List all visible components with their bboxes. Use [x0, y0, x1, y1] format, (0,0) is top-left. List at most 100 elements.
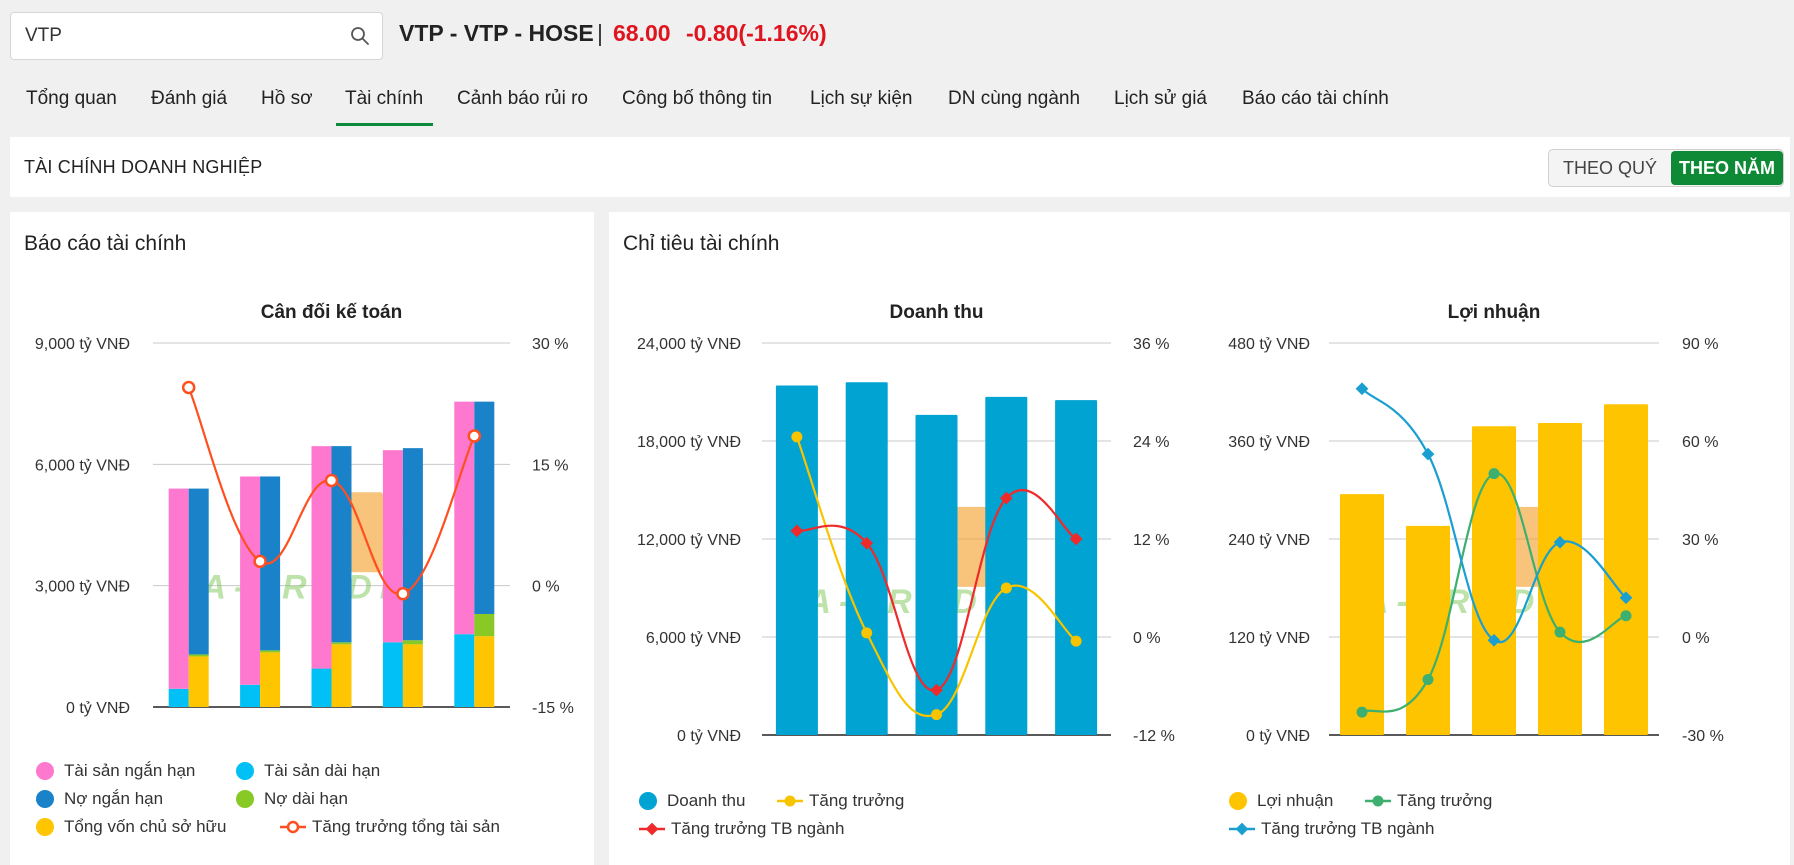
section-title: TÀI CHÍNH DOANH NGHIỆP [24, 157, 263, 177]
section-header: TÀI CHÍNH DOANH NGHIỆP THEO QUÝ THEO NĂM [10, 137, 1790, 197]
revenue-legend: Doanh thu Tăng trưởng Tăng trưởng TB ngành [639, 790, 1179, 850]
balance-sheet-chart: Cân đối kế toán 0 tỷ VNĐ -15 % 3,000 tỷ VNĐ… [35, 302, 574, 717]
toggle-quarter-button[interactable]: THEO QUÝ [1562, 158, 1657, 178]
line-point [1488, 468, 1500, 480]
bar [845, 382, 888, 735]
tab-tong-quan[interactable]: Tổng quan [26, 88, 117, 109]
tab-ho-so[interactable]: Hồ sơ [261, 88, 313, 109]
line-point [1554, 626, 1566, 638]
line-point [1422, 673, 1434, 685]
bar [402, 448, 423, 641]
bar [331, 644, 352, 707]
y-right-tick-label: 36 % [1133, 336, 1169, 353]
y-right-tick-label: -12 % [1133, 728, 1175, 745]
legend-label: Tài sản ngắn hạn [64, 761, 196, 780]
y-right-tick-label: -30 % [1682, 728, 1724, 745]
y-right-tick-label: -15 % [532, 700, 574, 717]
bar [775, 385, 818, 735]
line-point [324, 473, 339, 488]
active-tab-indicator [336, 123, 433, 126]
legend-line-icon [639, 822, 665, 836]
line-point [790, 524, 804, 538]
tab-tai-chinh[interactable]: Tài chính [345, 88, 424, 109]
panel-title-report: Báo cáo tài chính [24, 232, 187, 255]
line-point [791, 431, 803, 443]
bar [1406, 525, 1450, 735]
legend-label: Lợi nhuận [1257, 791, 1334, 810]
stock-price: 68.00 [613, 20, 671, 46]
watermark-logo: A-TRADE [806, 506, 1016, 621]
legend-line-icon [1365, 795, 1391, 807]
legend-dot-icon [36, 818, 54, 836]
top-bar: VTP - VTP - HOSE | 68.00 -0.80(-1.16%) [0, 0, 1794, 72]
legend-dot-icon [36, 790, 54, 808]
legend-line-icon [280, 820, 306, 834]
y-right-tick-label: 30 % [1682, 532, 1718, 549]
tab-dn-cung-nganh[interactable]: DN cùng ngành [948, 88, 1081, 109]
period-toggle: THEO QUÝ THEO NĂM [1548, 149, 1784, 187]
legend-label: Nợ ngắn hạn [64, 789, 164, 808]
tab-lich-su-kien[interactable]: Lịch sự kiện [810, 88, 913, 109]
line-point [1000, 582, 1012, 594]
search-icon[interactable] [350, 26, 370, 46]
y-left-tick-label: 24,000 tỷ VNĐ [637, 336, 741, 353]
legend-label: Doanh thu [667, 791, 746, 810]
chart-title: Lợi nhuận [1448, 302, 1541, 323]
bar [454, 634, 475, 707]
tab-bao-cao-tai-chinh[interactable]: Báo cáo tài chính [1242, 88, 1389, 109]
search-input[interactable] [25, 13, 345, 59]
bar [260, 650, 281, 653]
bar [240, 476, 261, 685]
panel-title-indicators: Chỉ tiêu tài chính [623, 232, 780, 255]
bar [454, 401, 475, 635]
bar [188, 488, 209, 655]
bar [402, 644, 423, 707]
search-box[interactable] [10, 12, 383, 60]
line-point [253, 554, 267, 569]
legend-label: Tài sản dài hạn [264, 761, 381, 780]
legend-label: Tăng trưởng TB ngành [671, 819, 845, 838]
financial-indicators-panel: Chỉ tiêu tài chính Doanh thu 0 tỷ VNĐ -12 … [609, 212, 1790, 865]
y-right-tick-label: 0 % [532, 579, 560, 596]
y-right-tick-label: 12 % [1133, 532, 1169, 549]
bar [474, 401, 495, 614]
line-point [467, 429, 482, 443]
line-point [931, 709, 942, 721]
balance-sheet-legend: Tài sản ngắn hạn Tài sản dài hạn Nợ ngắn h… [36, 760, 596, 860]
bar [188, 656, 209, 707]
bar [168, 488, 189, 689]
bar [1604, 404, 1648, 735]
tab-lich-su-gia[interactable]: Lịch sử giá [1114, 88, 1207, 109]
y-right-tick-label: 30 % [532, 336, 568, 353]
line-point [1620, 610, 1632, 622]
y-left-tick-label: 3,000 tỷ VNĐ [35, 579, 130, 596]
toggle-year-button[interactable]: THEO NĂM [1671, 151, 1783, 185]
tab-canh-bao-rui-ro[interactable]: Cảnh báo rủi ro [457, 88, 588, 109]
bar [474, 613, 495, 637]
y-right-tick-label: 0 % [1682, 630, 1710, 647]
legend-dot-icon [1229, 792, 1247, 810]
y-left-tick-label: 18,000 tỷ VNĐ [637, 434, 741, 451]
y-left-tick-label: 9,000 tỷ VNĐ [35, 336, 130, 353]
tab-danh-gia[interactable]: Đánh giá [151, 88, 228, 109]
legend-label: Tổng vốn chủ sở hữu [64, 817, 227, 836]
y-left-tick-label: 12,000 tỷ VNĐ [637, 532, 741, 549]
stock-title: VTP - VTP - HOSE [399, 20, 594, 46]
tab-bar: Tổng quan Đánh giá Hồ sơ Tài chính Cảnh … [0, 78, 1794, 128]
y-left-tick-label: 0 tỷ VNĐ [1246, 728, 1310, 745]
y-left-tick-label: 120 tỷ VNĐ [1228, 630, 1310, 647]
watermark-logo: A-TRADE [201, 492, 406, 606]
line-point [1421, 447, 1435, 461]
financial-report-panel: Báo cáo tài chính Cân đối kế toán 0 tỷ VN… [10, 212, 594, 865]
y-left-tick-label: 0 tỷ VNĐ [677, 728, 741, 745]
stock-separator: | [597, 20, 603, 46]
tab-cong-bo-thong-tin[interactable]: Công bố thông tin [622, 88, 773, 109]
bar [402, 640, 423, 645]
bar [1055, 400, 1098, 735]
legend-line-icon [1229, 822, 1255, 836]
watermark-text: A-TRADE [806, 583, 1016, 621]
bar [311, 668, 332, 707]
y-right-tick-label: 90 % [1682, 336, 1718, 353]
y-right-tick-label: 60 % [1682, 434, 1718, 451]
legend-label: Tăng trưởng TB ngành [1261, 819, 1435, 838]
